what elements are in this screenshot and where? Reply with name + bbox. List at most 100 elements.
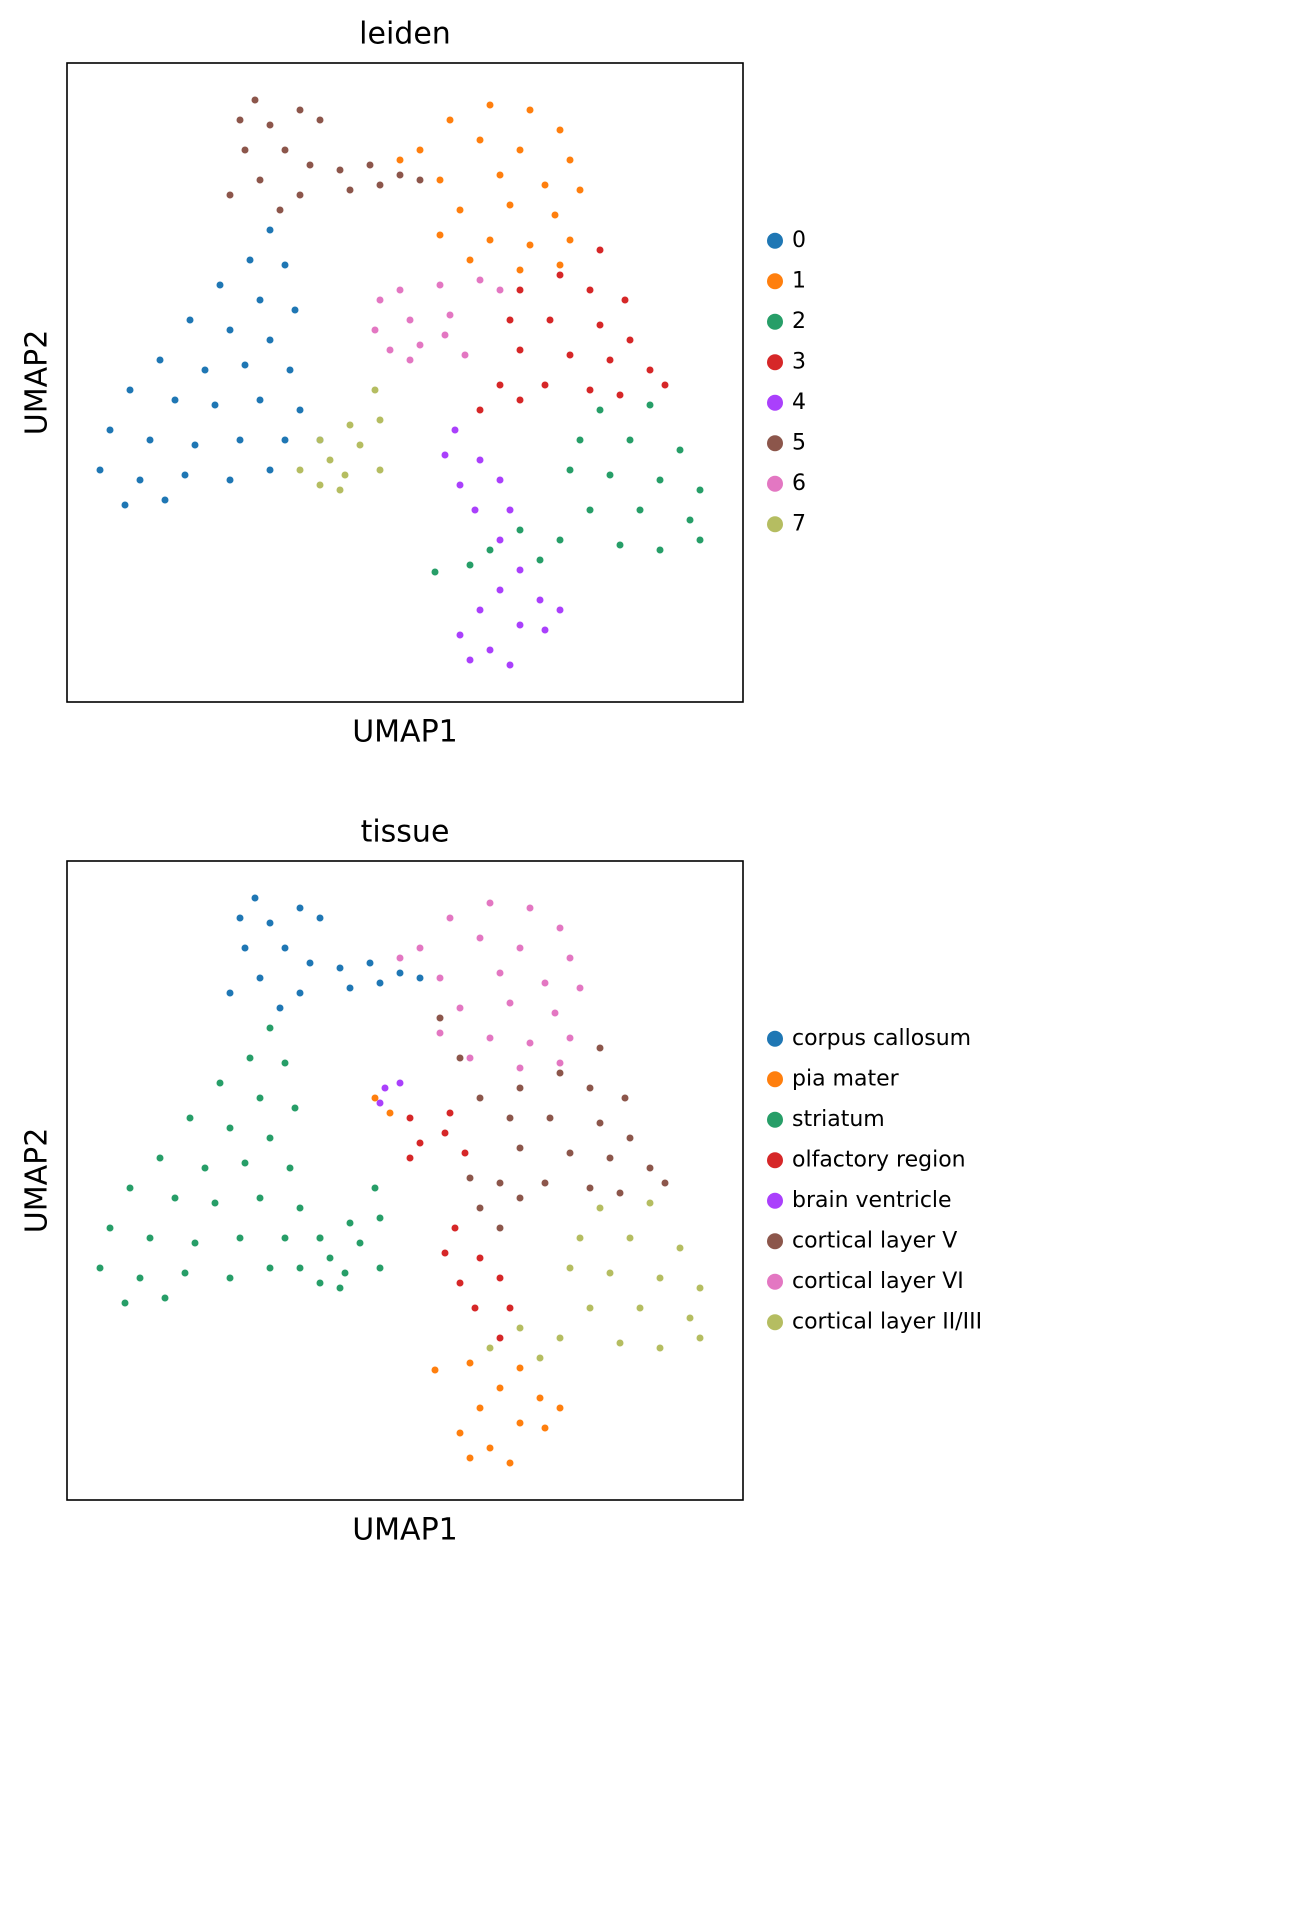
scatter-point (376, 979, 384, 987)
scatter-point (616, 541, 624, 549)
scatter-point (586, 1304, 594, 1312)
scatter-point (236, 1234, 244, 1242)
legend-marker (767, 475, 783, 492)
scatter-point (236, 914, 244, 922)
scatter-point (446, 914, 454, 922)
scatter-point (226, 1124, 234, 1132)
scatter-point (556, 261, 564, 269)
scatter-point (441, 331, 449, 339)
legend-label: 3 (792, 349, 806, 374)
scatter-point (586, 506, 594, 514)
scatter-point (396, 954, 404, 962)
scatter-point (266, 466, 274, 474)
legend-label: 6 (792, 471, 806, 496)
scatter-point (486, 236, 494, 244)
scatter-point (96, 466, 104, 474)
scatter-point (496, 586, 504, 594)
scatter-point (556, 1059, 564, 1067)
scatter-point (236, 436, 244, 444)
scatter-point (346, 421, 354, 429)
scatter-point (431, 568, 439, 576)
scatter-point (226, 476, 234, 484)
scatter-point (326, 1254, 334, 1262)
scatter-point (296, 406, 304, 414)
scatter-point (576, 186, 584, 194)
scatter-point (696, 1334, 704, 1342)
scatter-point (541, 1424, 549, 1432)
scatter-point (516, 346, 524, 354)
scatter-point (241, 146, 249, 154)
scatter-point (656, 546, 664, 554)
scatter-point (456, 1279, 464, 1287)
scatter-point (211, 401, 219, 409)
scatter-point (336, 486, 344, 494)
scatter-point (676, 1244, 684, 1252)
scatter-point (306, 161, 314, 169)
scatter-point (516, 1144, 524, 1152)
scatter-point (346, 1219, 354, 1227)
scatter-point (416, 341, 424, 349)
scatter-point (406, 356, 414, 364)
legend-marker (767, 232, 783, 249)
scatter-point (486, 646, 494, 654)
scatter-point (566, 351, 574, 359)
legend-marker (767, 354, 783, 371)
scatter-point (146, 436, 154, 444)
scatter-point (556, 1069, 564, 1077)
scatter-point (246, 1054, 254, 1062)
scatter-point (496, 286, 504, 294)
legend-marker (767, 394, 783, 411)
scatter-point (316, 436, 324, 444)
scatter-point (431, 1366, 439, 1374)
scatter-point (266, 336, 274, 344)
scatter-point (316, 1234, 324, 1242)
scatter-point (541, 1179, 549, 1187)
legend-marker (767, 273, 783, 290)
scatter-point (476, 606, 484, 614)
scatter-point (316, 481, 324, 489)
scatter-point (466, 656, 474, 664)
scatter-point (516, 526, 524, 534)
scatter-point (696, 1284, 704, 1292)
scatter-point (281, 1059, 289, 1067)
scatter-point (376, 1214, 384, 1222)
scatter-point (606, 1269, 614, 1277)
scatter-point (436, 1014, 444, 1022)
scatter-point (496, 476, 504, 484)
scatter-point (556, 1334, 564, 1342)
scatter-point (216, 1079, 224, 1087)
scatter-point (616, 391, 624, 399)
scatter-point (576, 436, 584, 444)
legend-marker (767, 1152, 783, 1169)
scatter-point (506, 1304, 514, 1312)
scatter-point (346, 186, 354, 194)
scatter-point (416, 974, 424, 982)
legend-label: corpus callosum (792, 1026, 971, 1051)
legend-label: striatum (792, 1107, 885, 1132)
scatter-point (256, 396, 264, 404)
scatter-point (286, 366, 294, 374)
scatter-point (516, 944, 524, 952)
legend-label: 1 (792, 268, 806, 293)
scatter-point (656, 1274, 664, 1282)
scatter-point (286, 1164, 294, 1172)
scatter-point (466, 1174, 474, 1182)
scatter-point (96, 1264, 104, 1272)
scatter-point (346, 984, 354, 992)
scatter-point (536, 556, 544, 564)
scatter-point (376, 181, 384, 189)
scatter-point (496, 1334, 504, 1342)
scatter-point (396, 171, 404, 179)
scatter-point (186, 1114, 194, 1122)
scatter-point (281, 261, 289, 269)
scatter-point (146, 1234, 154, 1242)
scatter-point (381, 1084, 389, 1092)
scatter-point (526, 1039, 534, 1047)
scatter-point (496, 1224, 504, 1232)
scatter-point (461, 1149, 469, 1157)
scatter-point (496, 1179, 504, 1187)
scatter-point (296, 1264, 304, 1272)
scatter-point (281, 436, 289, 444)
legend-label: 2 (792, 309, 806, 334)
legend-label: 4 (792, 390, 806, 415)
